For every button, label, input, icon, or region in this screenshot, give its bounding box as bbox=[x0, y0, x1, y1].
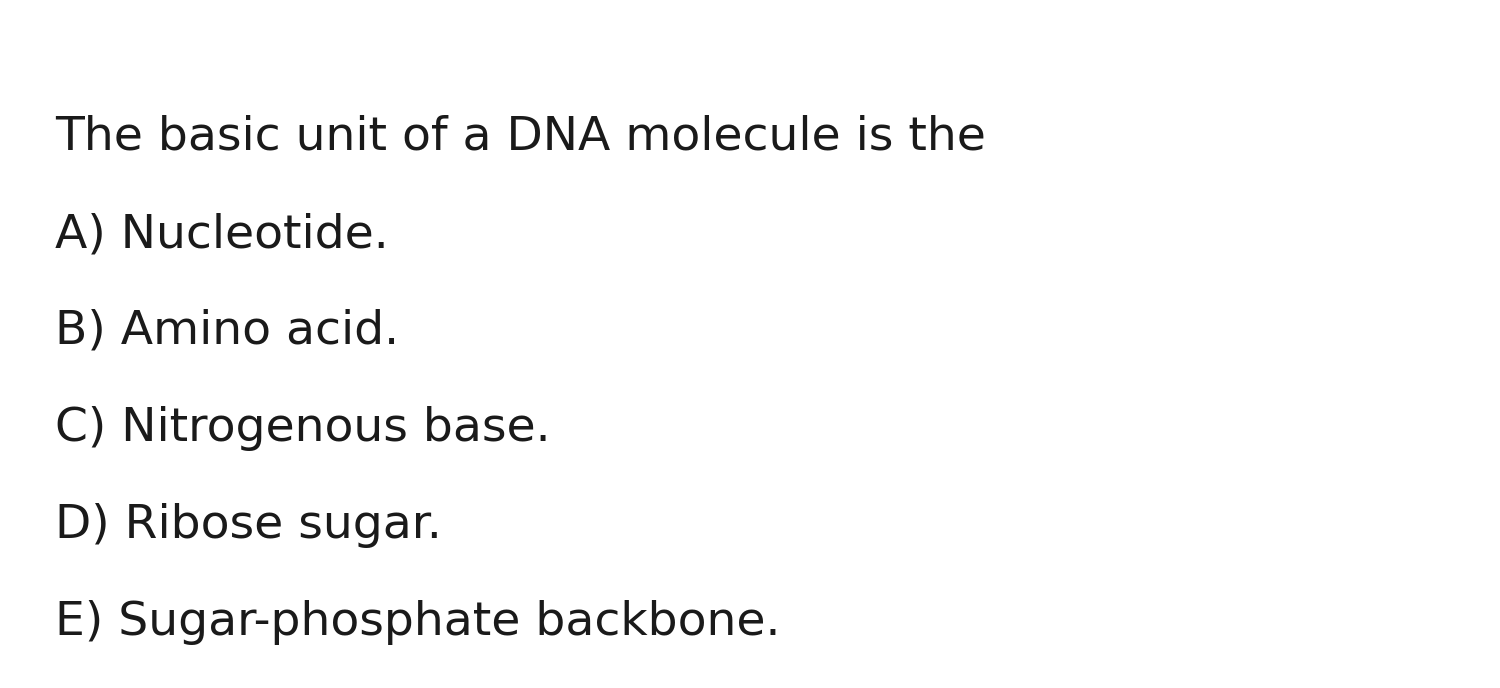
Text: E) Sugar-phosphate backbone.: E) Sugar-phosphate backbone. bbox=[56, 600, 780, 645]
Text: D) Ribose sugar.: D) Ribose sugar. bbox=[56, 503, 442, 548]
Text: A) Nucleotide.: A) Nucleotide. bbox=[56, 212, 388, 257]
Text: C) Nitrogenous base.: C) Nitrogenous base. bbox=[56, 406, 550, 451]
Text: B) Amino acid.: B) Amino acid. bbox=[56, 309, 399, 354]
Text: The basic unit of a DNA molecule is the: The basic unit of a DNA molecule is the bbox=[56, 115, 986, 160]
